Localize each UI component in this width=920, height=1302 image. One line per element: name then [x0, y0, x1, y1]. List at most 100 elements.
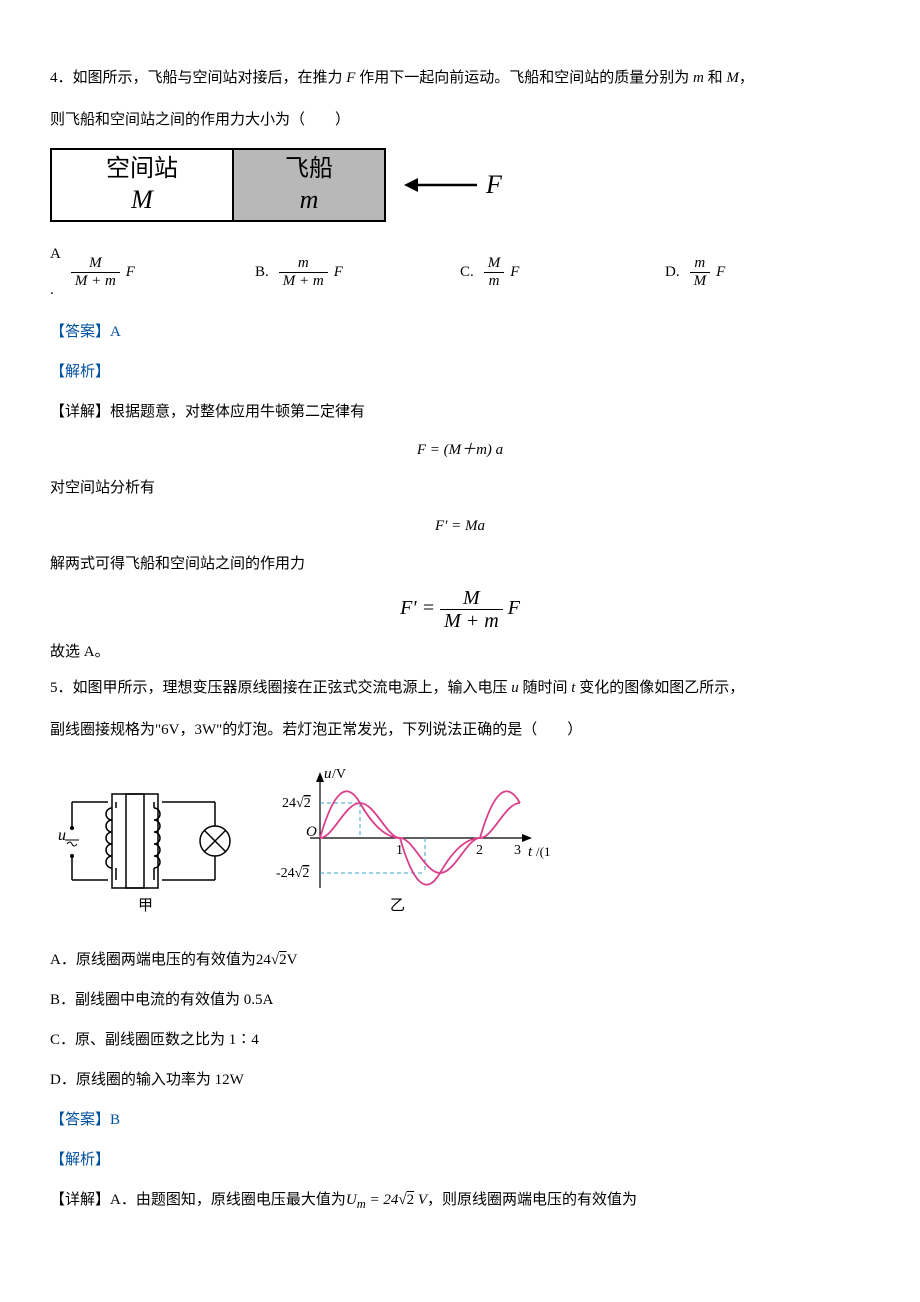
- q5-detail-a-prefix: A．由题图知，原线圈电压最大值为: [110, 1192, 346, 1208]
- q4-detail-label: 【详解】: [50, 404, 110, 420]
- q5-number: 5．: [50, 680, 73, 696]
- svg-text:O: O: [306, 824, 317, 840]
- q5-analysis: 【解析】: [50, 1142, 870, 1178]
- q4-answer-val: A: [110, 324, 121, 340]
- opt-d-label: D.: [665, 254, 680, 290]
- q5-b-label: B．: [50, 992, 75, 1008]
- opt-b-den: M + m: [279, 273, 328, 290]
- q4-step2: 对空间站分析有: [50, 470, 870, 506]
- opt-b-num: m: [279, 255, 328, 273]
- opt-c-den: m: [484, 273, 505, 290]
- q4-answer-label: 【答案】: [50, 324, 110, 340]
- q5-answer-val: B: [110, 1112, 120, 1128]
- q5-detail-a-math: Um = 24√2 V: [346, 1192, 427, 1208]
- opt-a-frac: MM + m: [71, 255, 120, 289]
- svg-text:/V: /V: [332, 767, 346, 782]
- q5-option-d: D．原线圈的输入功率为 12W: [50, 1062, 870, 1098]
- q4-step3: 解两式可得飞船和空间站之间的作用力: [50, 546, 870, 582]
- opt-b-label: B.: [255, 254, 269, 290]
- svg-text:3: 3: [514, 843, 521, 858]
- q4-detail-line: 【详解】根据题意，对整体应用牛顿第二定律有: [50, 394, 870, 430]
- q4-option-b: B. mM + m F: [255, 254, 460, 290]
- q5-option-a: A．原线圈两端电压的有效值为24√2V: [50, 942, 870, 978]
- q4-eq3-tail: F: [508, 597, 520, 619]
- svg-text:乙: 乙: [390, 898, 405, 914]
- station-box: 空间站 M: [50, 148, 234, 222]
- opt-c-tail: F: [510, 254, 519, 290]
- q5-a-math: 24√2: [256, 952, 287, 968]
- q5-detail-line: 【详解】A．由题图知，原线圈电压最大值为Um = 24√2 V，则原线圈两端电压…: [50, 1182, 870, 1219]
- q4-eq3: F' = MM + m F: [50, 584, 870, 632]
- svg-text:u: u: [324, 766, 332, 782]
- q5-c-label: C．: [50, 1032, 75, 1048]
- svg-text:1: 1: [396, 843, 403, 858]
- opt-d-den: M: [690, 273, 711, 290]
- svg-text:24√2: 24√2: [282, 796, 311, 811]
- q4-eq3-den: M + m: [440, 610, 503, 632]
- q4-analysis: 【解析】: [50, 354, 870, 390]
- opt-a-label: A.: [50, 236, 61, 308]
- force-var: F: [486, 154, 502, 216]
- q5-option-b: B．副线圈中电流的有效值为 0.5A: [50, 982, 870, 1018]
- q5-line1: 5．如图甲所示，理想变压器原线圈接在正弦式交流电源上，输入电压 u 随时间 t …: [50, 670, 870, 706]
- q4-number: 4．: [50, 70, 73, 86]
- q5-detail-a-suffix: ，则原线圈两端电压的有效值为: [427, 1192, 637, 1208]
- opt-d-num: m: [690, 255, 711, 273]
- q5-c-text: 原、副线圈匝数之比为 1∶4: [75, 1032, 259, 1048]
- q4-text1: 如图所示，飞船与空间站对接后，在推力 F 作用下一起向前运动。飞船和空间站的质量…: [73, 70, 754, 86]
- ship-label: 飞船: [285, 155, 333, 184]
- opt-a-tail: F: [126, 254, 135, 290]
- q4-line1: 4．如图所示，飞船与空间站对接后，在推力 F 作用下一起向前运动。飞船和空间站的…: [50, 60, 870, 96]
- q5-a-suffix: V: [287, 952, 298, 968]
- graph-group: u/V 24√2 -24√2 O 1 2 3 t /(10⁻²s) 乙: [276, 766, 550, 914]
- opt-c-frac: Mm: [484, 255, 505, 289]
- q5-detail-label: 【详解】: [50, 1192, 110, 1208]
- q5-d-label: D．: [50, 1072, 76, 1088]
- q4-eq3-num: M: [440, 587, 503, 610]
- ship-var: m: [300, 184, 319, 215]
- arrow-icon: [402, 170, 482, 200]
- q4-answer: 【答案】A: [50, 314, 870, 350]
- opt-a-den: M + m: [71, 273, 120, 290]
- svg-text:甲: 甲: [138, 898, 153, 914]
- q5-d-text: 原线圈的输入功率为 12W: [76, 1072, 244, 1088]
- opt-d-frac: mM: [690, 255, 711, 289]
- q5-a-label: A．: [50, 952, 76, 968]
- q5-a-prefix: 原线圈两端电压的有效值为: [76, 952, 256, 968]
- q4-detail-text: 根据题意，对整体应用牛顿第二定律有: [110, 404, 365, 420]
- svg-text:-24√2: -24√2: [276, 866, 309, 881]
- q4-line2: 则飞船和空间站之间的作用力大小为（ ）: [50, 102, 870, 138]
- q5-option-c: C．原、副线圈匝数之比为 1∶4: [50, 1022, 870, 1058]
- q4-eq3-frac: MM + m: [440, 587, 503, 632]
- svg-text:2: 2: [476, 843, 483, 858]
- station-var: M: [131, 184, 153, 215]
- q5-svg: u 甲: [50, 758, 550, 918]
- opt-b-frac: mM + m: [279, 255, 328, 289]
- q4-options: A. MM + m F B. mM + m F C. Mm F D. mM F: [50, 236, 870, 308]
- q4-option-d: D. mM F: [665, 254, 870, 290]
- q4-eq2: F′ = Ma: [50, 508, 870, 544]
- q4-eq3-lhs: F' =: [400, 597, 435, 619]
- q4-option-a: A. MM + m F: [50, 236, 255, 308]
- q5-answer: 【答案】B: [50, 1102, 870, 1138]
- q5-answer-label: 【答案】: [50, 1112, 110, 1128]
- circuit-group: u 甲: [58, 794, 230, 914]
- q4-diagram: 空间站 M 飞船 m F: [50, 148, 870, 222]
- q4-eq1: F = (M＋m) a: [50, 432, 870, 468]
- svg-text:/(10⁻²s): /(10⁻²s): [536, 844, 550, 859]
- opt-c-label: C.: [460, 254, 474, 290]
- station-label: 空间站: [106, 155, 178, 184]
- opt-b-tail: F: [334, 254, 343, 290]
- force-arrow: F: [402, 154, 502, 216]
- q4-option-c: C. Mm F: [460, 254, 665, 290]
- q5-diagram: u 甲: [50, 758, 870, 932]
- q5-line2: 副线圈接规格为"6V，3W"的灯泡。若灯泡正常发光，下列说法正确的是（ ）: [50, 712, 870, 748]
- ship-box: 飞船 m: [234, 148, 386, 222]
- opt-a-num: M: [71, 255, 120, 273]
- q4-conclusion: 故选 A。: [50, 634, 870, 670]
- opt-c-num: M: [484, 255, 505, 273]
- q5-text1: 如图甲所示，理想变压器原线圈接在正弦式交流电源上，输入电压 u 随时间 t 变化…: [73, 680, 745, 696]
- opt-d-tail: F: [716, 254, 725, 290]
- svg-text:u: u: [58, 827, 66, 844]
- svg-text:t: t: [528, 844, 533, 860]
